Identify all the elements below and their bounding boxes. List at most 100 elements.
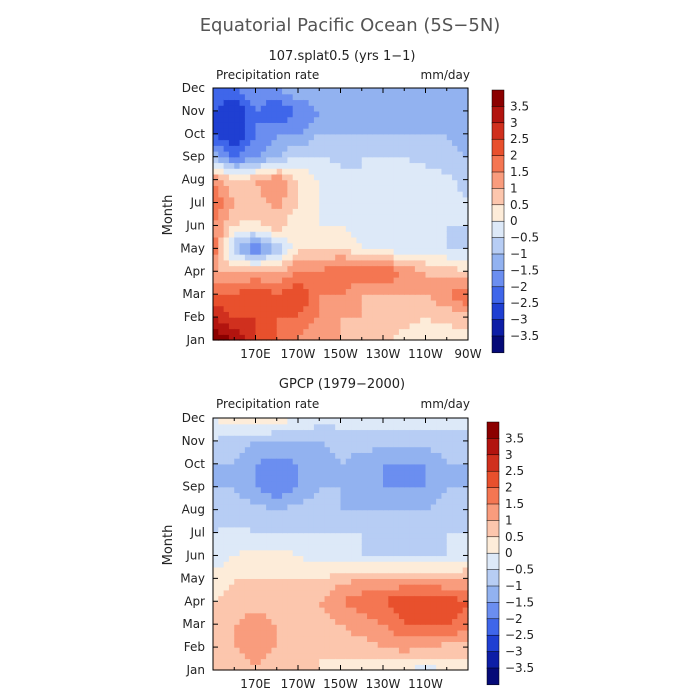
- heatmap-cell: [213, 322, 219, 330]
- colorbar-label: 2.5: [510, 132, 529, 146]
- heatmap-cell: [319, 429, 326, 436]
- heatmap-cell: [414, 612, 421, 620]
- heatmap-cell: [319, 595, 326, 602]
- heatmap-cell: [425, 145, 432, 152]
- heatmap-cell: [414, 521, 421, 528]
- heatmap-cell: [329, 277, 336, 284]
- heatmap-cells: [213, 88, 469, 341]
- heatmap-cell: [255, 607, 262, 614]
- heatmap-cell: [457, 664, 464, 671]
- heatmap-cell: [282, 99, 288, 106]
- heatmap-cell: [266, 481, 273, 488]
- heatmap-cell: [266, 492, 273, 499]
- heatmap-cell: [287, 452, 294, 459]
- heatmap-cell: [319, 440, 326, 448]
- heatmap-cell: [223, 629, 230, 637]
- heatmap-cell: [414, 93, 421, 101]
- heatmap-cell: [260, 322, 267, 330]
- heatmap-cell: [361, 317, 368, 324]
- heatmap-cell: [409, 225, 416, 232]
- heatmap-cell: [425, 429, 432, 436]
- heatmap-cell: [393, 311, 400, 318]
- heatmap-cell: [303, 481, 310, 488]
- heatmap-cell: [308, 202, 315, 209]
- heatmap-cell: [377, 647, 384, 654]
- heatmap-cell: [218, 305, 225, 312]
- heatmap-cell: [404, 555, 411, 562]
- heatmap-cell: [250, 208, 257, 215]
- heatmap-cell: [329, 658, 336, 665]
- heatmap-cell: [345, 282, 352, 290]
- heatmap-cell: [340, 271, 347, 278]
- heatmap-cell: [303, 503, 310, 511]
- heatmap-cell: [452, 248, 458, 255]
- heatmap-cell: [388, 305, 395, 312]
- heatmap-cell: [303, 242, 310, 249]
- heatmap-cell: [218, 463, 225, 471]
- heatmap-cell: [361, 110, 368, 118]
- heatmap-cell: [218, 641, 225, 648]
- heatmap-cell: [329, 418, 336, 425]
- heatmap-cell: [329, 248, 336, 255]
- heatmap-cell: [244, 116, 251, 123]
- heatmap-cell: [356, 231, 363, 238]
- heatmap-cell: [446, 446, 453, 453]
- heatmap-cell: [244, 429, 251, 436]
- heatmap-cell: [250, 328, 257, 335]
- heatmap-cell: [260, 635, 267, 642]
- y-tick-label: Mar: [182, 287, 205, 301]
- heatmap-cell: [398, 566, 405, 574]
- heatmap-cell: [308, 185, 315, 192]
- heatmap-cell: [409, 179, 416, 186]
- heatmap-cell: [425, 185, 432, 192]
- heatmap-cell: [255, 624, 262, 631]
- heatmap-cell: [388, 219, 395, 227]
- heatmap-cell: [319, 305, 326, 312]
- heatmap-cell: [250, 515, 257, 522]
- heatmap-cell: [367, 288, 373, 295]
- heatmap-cell: [409, 254, 416, 261]
- heatmap-cell: [266, 322, 273, 330]
- heatmap-cell: [457, 248, 464, 255]
- heatmap-cell: [430, 475, 437, 482]
- heatmap-cell: [462, 481, 469, 488]
- heatmap-cell: [329, 231, 336, 238]
- heatmap-cell: [351, 509, 358, 516]
- heatmap-cell: [388, 629, 395, 637]
- heatmap-cell: [377, 423, 384, 431]
- heatmap-cell: [213, 271, 219, 278]
- heatmap-cell: [351, 231, 358, 238]
- heatmap-cell: [446, 305, 453, 312]
- heatmap-cell: [457, 334, 464, 341]
- heatmap-cell: [260, 549, 267, 557]
- heatmap-cell: [266, 601, 273, 608]
- heatmap-cell: [446, 231, 453, 238]
- heatmap-cell: [244, 538, 251, 545]
- heatmap-cell: [250, 664, 257, 671]
- heatmap-cell: [345, 305, 352, 312]
- heatmap-cell: [351, 618, 358, 625]
- heatmap-cell: [383, 544, 389, 551]
- heatmap-cell: [446, 503, 453, 511]
- heatmap-cell: [319, 647, 326, 654]
- heatmap-cell: [356, 584, 363, 591]
- heatmap-cell: [351, 469, 358, 476]
- heatmap-cell: [420, 624, 427, 631]
- heatmap-cell: [228, 248, 235, 255]
- heatmap-cell: [239, 265, 246, 272]
- heatmap-cell: [398, 555, 405, 562]
- heatmap-cell: [329, 538, 336, 545]
- heatmap-cell: [266, 99, 273, 106]
- heatmap-cell: [436, 446, 443, 453]
- heatmap-cell: [452, 589, 458, 597]
- heatmap-cell: [452, 231, 458, 238]
- heatmap-cell: [388, 463, 395, 471]
- heatmap-cell: [383, 475, 389, 482]
- heatmap-cell: [329, 168, 336, 175]
- heatmap-cell: [420, 423, 427, 431]
- heatmap-cell: [255, 515, 262, 522]
- heatmap-cell: [276, 509, 283, 516]
- heatmap-cell: [377, 584, 384, 591]
- colorbar-swatch: [491, 188, 505, 206]
- heatmap-cell: [223, 328, 230, 335]
